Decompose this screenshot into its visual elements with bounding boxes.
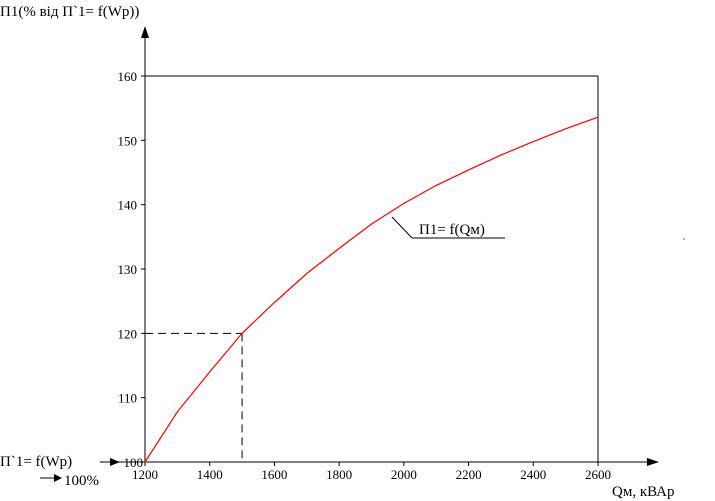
series-point <box>435 184 437 186</box>
series-point <box>500 154 502 156</box>
y-ticks: 100 110 120 130 140 150 160 <box>118 69 145 470</box>
x-tick-label: 1600 <box>261 467 287 482</box>
series-point <box>597 116 599 118</box>
x-tick-label: 1400 <box>197 467 223 482</box>
x-tick-label: 1200 <box>132 467 158 482</box>
series-point <box>176 411 178 413</box>
reference-arrow-lower <box>54 474 62 482</box>
series-point <box>144 461 146 463</box>
series-point <box>370 223 373 225</box>
series-points <box>144 116 599 463</box>
y-tick-label: 120 <box>118 326 138 341</box>
x-ticks: 1200 1400 1600 1800 2000 2200 2400 2600 <box>132 462 611 482</box>
series-point <box>241 332 243 334</box>
series-point <box>306 272 308 275</box>
x-tick-label: 1800 <box>326 467 352 482</box>
series-point <box>565 128 567 130</box>
series-point <box>338 247 340 250</box>
series-point <box>467 169 470 171</box>
y-axis-title: П1(% від П`1= f(Wp)) <box>0 4 139 20</box>
series-point <box>403 202 405 204</box>
curve-label: П1= f(Qм) <box>419 222 485 238</box>
x-tick-label: 2200 <box>456 467 482 482</box>
x-tick-label: 2000 <box>391 467 417 482</box>
reference-label: П`1= f(Wp) <box>0 454 72 470</box>
y-tick-label: 130 <box>118 262 138 277</box>
series-point <box>532 141 534 143</box>
y-tick-label: 110 <box>118 391 137 406</box>
x-axis-arrow <box>647 458 659 466</box>
curve-label-leader <box>391 216 413 239</box>
y-tick-label: 160 <box>118 69 138 84</box>
y-tick-label: 140 <box>118 198 138 213</box>
y-axis-arrow <box>141 26 149 38</box>
y-tick-label: 150 <box>118 133 138 148</box>
series-point <box>209 371 211 373</box>
reference-value: 100% <box>64 473 99 489</box>
x-tick-label: 2600 <box>585 467 611 482</box>
series-point <box>273 301 276 304</box>
x-axis-title: Qм, кВАр <box>612 484 675 500</box>
x-tick-label: 2400 <box>520 467 546 482</box>
series-line-p1 <box>144 116 599 463</box>
y-tick-label: 100 <box>124 455 144 470</box>
stray-dot <box>683 238 685 240</box>
reference-arrow-upper <box>110 458 120 466</box>
